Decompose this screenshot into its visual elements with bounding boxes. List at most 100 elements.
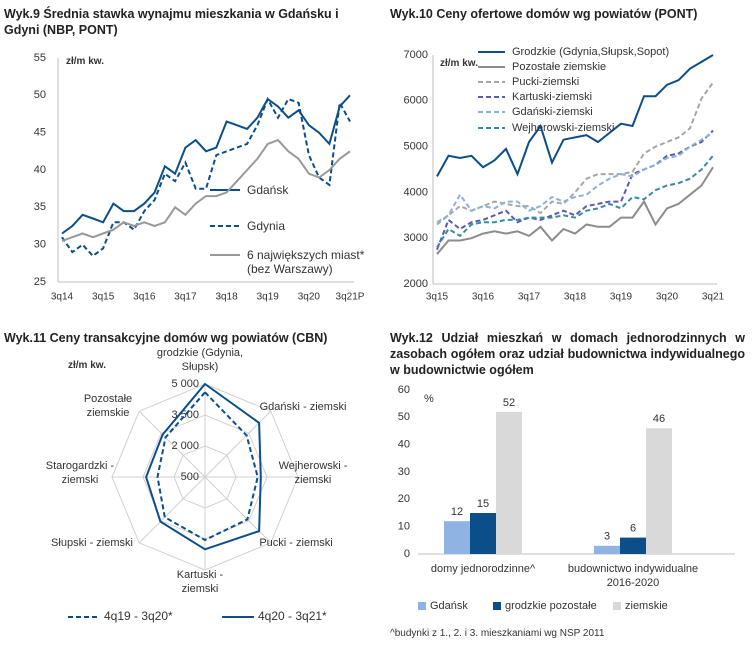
x-tick-label: 3q17 [518, 292, 541, 303]
legend-swatch [493, 602, 501, 610]
y-axis-unit: zł/m kw. [440, 58, 478, 69]
r-tick-label: 500 [181, 471, 199, 483]
value-label: 12 [451, 506, 463, 518]
bar [470, 513, 496, 554]
x-tick-label: 3q18 [564, 292, 587, 303]
chart-title: Wyk.9 Średnia stawka wynajmu mieszkania … [4, 7, 339, 37]
y-tick-label: 6000 [404, 95, 428, 107]
y-tick-label: 3000 [404, 232, 428, 244]
x-tick-label: 3q21P [336, 292, 365, 303]
axis-label: Starogardzki - ziemski [45, 460, 115, 486]
y-tick-label: 7000 [404, 49, 428, 61]
x-tick-label: 3q20 [656, 292, 679, 303]
series-line [436, 54, 714, 177]
bar [646, 428, 672, 554]
axis-label: grodzkie (Gdynia, Słupsk) [156, 347, 244, 373]
footnote: ^budynki z 1., 2. i 3. mieszkaniami wg N… [390, 628, 605, 639]
x-tick-label: 3q19 [257, 292, 280, 303]
y-tick-label: 35 [34, 201, 46, 213]
series-line [436, 166, 714, 255]
series-line [61, 138, 351, 242]
axis-label: Wejherowski - ziemski [278, 460, 348, 486]
series-line [436, 132, 714, 224]
x-tick-label: 3q19 [610, 292, 633, 303]
legend-swatch [613, 602, 621, 610]
r-tick-label: 3 500 [171, 409, 199, 421]
y-axis-unit: zł/m kw. [66, 56, 104, 67]
series-polygon [145, 382, 262, 551]
x-tick-label: 3q15 [92, 292, 115, 303]
legend-label: Pucki-ziemski [512, 76, 580, 88]
x-tick-label: domy jednorodzinne^ [430, 563, 536, 575]
y-tick-label: 45 [34, 127, 46, 139]
series-line [436, 155, 714, 248]
series-line [436, 129, 714, 251]
legend-label: 4q20 - 3q21* [258, 609, 327, 623]
y-tick-label: 25 [34, 276, 46, 288]
chart-title: Wyk.11 Ceny transakcyjne domów wg powiat… [4, 331, 328, 345]
chart-title: Wyk.10 Ceny ofertowe domów wg powiatów (… [390, 7, 698, 21]
y-tick-label: 50 [34, 89, 46, 101]
y-tick-label: 50 [398, 411, 410, 423]
grid-ring [173, 445, 237, 509]
legend-label: Gdański-ziemski [512, 106, 593, 118]
r-tick-label: 5 000 [171, 378, 199, 390]
bar [620, 537, 646, 554]
legend-label: 6 największych miast* (bez Warszawy) [247, 248, 365, 276]
legend-label: Kartuski-ziemski [512, 91, 593, 103]
axis-label: Pozostałe ziemskie [83, 393, 133, 419]
x-tick-label: 3q16 [472, 292, 495, 303]
y-tick-label: 5000 [404, 141, 428, 153]
x-tick-label: 3q14 [51, 292, 74, 303]
spoke [138, 410, 206, 478]
y-tick-label: 20 [398, 493, 410, 505]
r-axis-unit: zł/m kw. [68, 360, 106, 371]
spoke [138, 476, 206, 544]
legend-label: grodzkie pozostałe [505, 600, 597, 612]
y-tick-label: 40 [34, 164, 46, 176]
x-tick-label: 3q21 [702, 292, 725, 303]
x-tick-label: 3q15 [426, 292, 449, 303]
y-tick-label: 55 [34, 52, 46, 64]
legend-label: Grodzkie (Gdynia,Słupsk,Sopot) [512, 46, 670, 58]
y-tick-label: 2000 [404, 278, 428, 290]
x-tick-label: 3q18 [215, 292, 238, 303]
legend-label: Wejherowski-ziemski [512, 122, 615, 134]
series-line [61, 96, 351, 258]
y-tick-label: 30 [34, 239, 46, 251]
value-label: 52 [503, 397, 515, 409]
legend-label: Gdańsk [247, 183, 289, 197]
bar [496, 411, 522, 554]
legend-label: Gdynia [247, 219, 286, 233]
series-line [61, 94, 351, 235]
x-tick-label: 3q16 [133, 292, 156, 303]
legend-label: ziemskie [625, 600, 668, 612]
x-tick-label: budownictwo indywidualne 2016-2020 [567, 563, 699, 589]
series-polygon [156, 390, 259, 542]
y-tick-label: 30 [398, 466, 410, 478]
legend-label: Pozostałe ziemskie [512, 61, 607, 73]
value-label: 6 [630, 523, 636, 535]
y-tick-label: 10 [398, 521, 410, 533]
y-tick-label: 4000 [404, 186, 428, 198]
value-label: 46 [653, 413, 665, 425]
y-tick-label: 40 [398, 439, 410, 451]
x-tick-label: 3q20 [298, 292, 321, 303]
legend-label: 4q19 - 3q20* [104, 609, 173, 623]
axis-label: Słupski - ziemski [51, 537, 133, 549]
x-tick-label: 3q17 [174, 292, 197, 303]
y-tick-label: 60 [398, 384, 410, 396]
legend-swatch [418, 602, 426, 610]
axis-label: Kartuski - ziemski [176, 569, 224, 595]
y-axis-unit: % [424, 393, 434, 405]
bar [594, 545, 620, 554]
axis-label: Pucki - ziemski [259, 537, 333, 549]
chart-title: Wyk.12 Udział mieszkań w domach jednorod… [390, 331, 745, 377]
legend-label: Gdańsk [430, 600, 468, 612]
r-tick-label: 2 000 [171, 440, 199, 452]
axis-label: Gdański - ziemski [259, 401, 347, 413]
bar [444, 521, 470, 554]
value-label: 15 [477, 498, 489, 510]
